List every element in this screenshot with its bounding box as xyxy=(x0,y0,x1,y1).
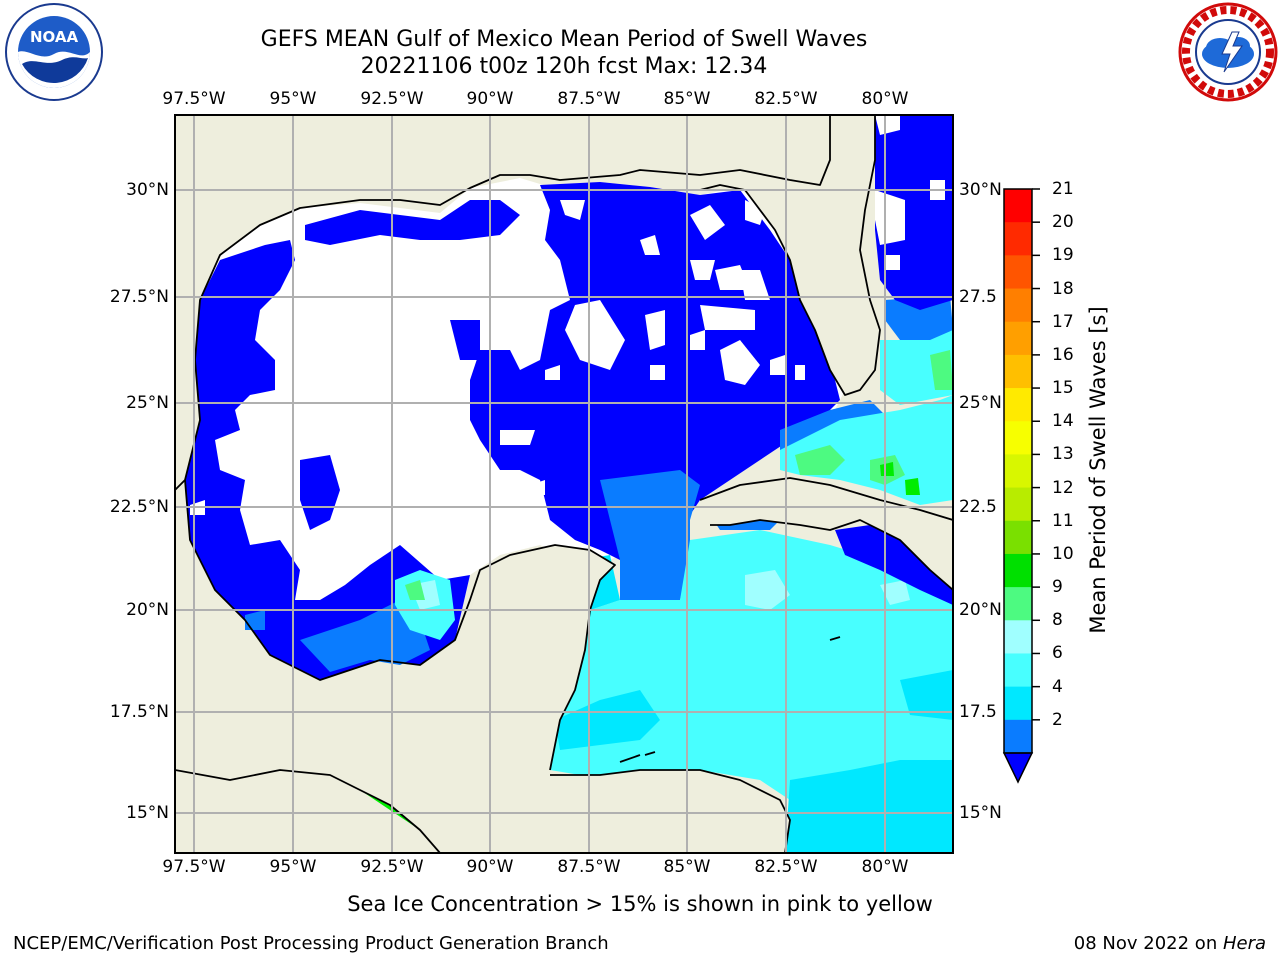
colorbar-tick-label: 13 xyxy=(1052,444,1074,465)
lon-label-top: 87.5°W xyxy=(557,89,621,109)
lon-label-top: 90°W xyxy=(466,89,514,109)
colorbar-swatch xyxy=(1004,587,1032,621)
lat-label-right: 15°N xyxy=(959,803,1002,823)
colorbar-extend-arrow xyxy=(1002,752,1034,784)
lon-label-top: 97.5°W xyxy=(162,89,226,109)
lat-label-right: 20°N xyxy=(959,600,1002,620)
colorbar-swatch xyxy=(1004,321,1032,356)
swell-holes xyxy=(190,200,805,515)
colorbar-swatch xyxy=(1004,520,1032,555)
colorbar-tick-label: 19 xyxy=(1052,245,1074,266)
colorbar-tick-label: 8 xyxy=(1052,610,1063,631)
credit-date: 08 Nov 2022 on xyxy=(1073,933,1223,954)
colorbar-tick-label: 9 xyxy=(1052,577,1063,598)
colorbar-tick-label: 6 xyxy=(1052,643,1063,664)
colorbar-swatch xyxy=(1004,255,1032,290)
colorbar-swatch xyxy=(1004,719,1032,754)
title-line-1: GEFS MEAN Gulf of Mexico Mean Period of … xyxy=(260,27,868,52)
lat-label-right: 25°N xyxy=(959,393,1002,413)
lon-label-bottom: 90°W xyxy=(466,857,514,877)
colorbar-tick-label: 11 xyxy=(1052,510,1074,531)
coastlines xyxy=(175,115,953,853)
lat-label-right: 22.5 xyxy=(959,497,997,517)
chart-title: GEFS MEAN Gulf of Mexico Mean Period of … xyxy=(261,26,868,80)
lat-label-left: 27.5°N xyxy=(109,287,169,307)
lon-label-bottom: 92.5°W xyxy=(360,857,424,877)
colorbar-swatch xyxy=(1004,620,1032,654)
colorbar-swatch xyxy=(1004,454,1032,489)
colorbar-swatch xyxy=(1004,388,1032,422)
colorbar-tick-label: 20 xyxy=(1052,212,1074,233)
nws-logo xyxy=(1178,2,1278,102)
colorbar-tick-label: 12 xyxy=(1052,477,1074,498)
title-line-2: 20221106 t00z 120h fcst Max: 12.34 xyxy=(360,54,768,79)
credit-left: NCEP/EMC/Verification Post Processing Pr… xyxy=(13,933,609,954)
credit-host: Hera xyxy=(1222,933,1266,954)
colorbar-swatch xyxy=(1004,288,1032,323)
lon-label-top: 80°W xyxy=(861,89,909,109)
colorbar-frame xyxy=(1003,188,1033,754)
colorbar-swatch xyxy=(1004,421,1032,455)
colorbar-swatch xyxy=(1004,653,1032,688)
swell-atlantic-holes xyxy=(875,115,945,270)
lon-label-top: 82.5°W xyxy=(754,89,818,109)
map-frame xyxy=(174,114,954,854)
credit-right: 08 Nov 2022 on Hera xyxy=(1074,933,1266,954)
colorbar-tick-label: 21 xyxy=(1052,179,1074,199)
lon-label-top: 95°W xyxy=(269,89,317,109)
sea-ice-footnote: Sea Ice Concentration > 15% is shown in … xyxy=(347,892,933,916)
colorbar-swatch xyxy=(1004,487,1032,522)
lon-label-top: 85°W xyxy=(663,89,711,109)
colorbar-tick-label: 18 xyxy=(1052,278,1074,299)
swell-level-9-10 xyxy=(405,350,953,600)
colorbar xyxy=(1002,188,1040,784)
noaa-logo: NOAA xyxy=(5,3,103,101)
lon-label-bottom: 85°W xyxy=(663,857,711,877)
lon-label-bottom: 80°W xyxy=(861,857,909,877)
colorbar-tick-label: 16 xyxy=(1052,344,1074,365)
colorbar-swatch xyxy=(1004,189,1032,223)
lon-label-bottom: 82.5°W xyxy=(754,857,818,877)
lat-label-left: 20°N xyxy=(126,600,169,620)
colorbar-swatch xyxy=(1004,354,1032,389)
lat-label-left: 25°N xyxy=(126,393,169,413)
lat-label-left: 22.5°N xyxy=(109,497,169,517)
colorbar-tick-label: 4 xyxy=(1052,676,1063,697)
colorbar-tick-label: 10 xyxy=(1052,543,1074,564)
colorbar-swatch xyxy=(1004,222,1032,256)
lon-label-bottom: 97.5°W xyxy=(162,857,226,877)
colorbar-tick-label: 15 xyxy=(1052,378,1074,399)
lon-label-bottom: 95°W xyxy=(269,857,317,877)
lat-label-left: 15°N xyxy=(126,803,169,823)
colorbar-swatch xyxy=(1004,553,1032,588)
colorbar-title: Mean Period of Swell Waves [s] xyxy=(1086,306,1110,634)
lon-label-bottom: 87.5°W xyxy=(557,857,621,877)
lat-label-left: 30°N xyxy=(126,180,169,200)
lat-label-right: 27.5 xyxy=(959,287,997,307)
lon-label-top: 92.5°W xyxy=(360,89,424,109)
map-gridlines xyxy=(175,115,953,853)
lat-label-left: 17.5°N xyxy=(109,702,169,722)
colorbar-swatch xyxy=(1004,686,1032,721)
lat-label-right: 30°N xyxy=(959,180,1002,200)
colorbar-tick-label: 14 xyxy=(1052,411,1074,432)
lat-label-right: 17.5 xyxy=(959,702,997,722)
svg-text:NOAA: NOAA xyxy=(30,28,79,46)
colorbar-tick-label: 17 xyxy=(1052,311,1074,332)
colorbar-tick-label: 2 xyxy=(1052,709,1063,730)
swell-level-10-11 xyxy=(880,462,920,495)
